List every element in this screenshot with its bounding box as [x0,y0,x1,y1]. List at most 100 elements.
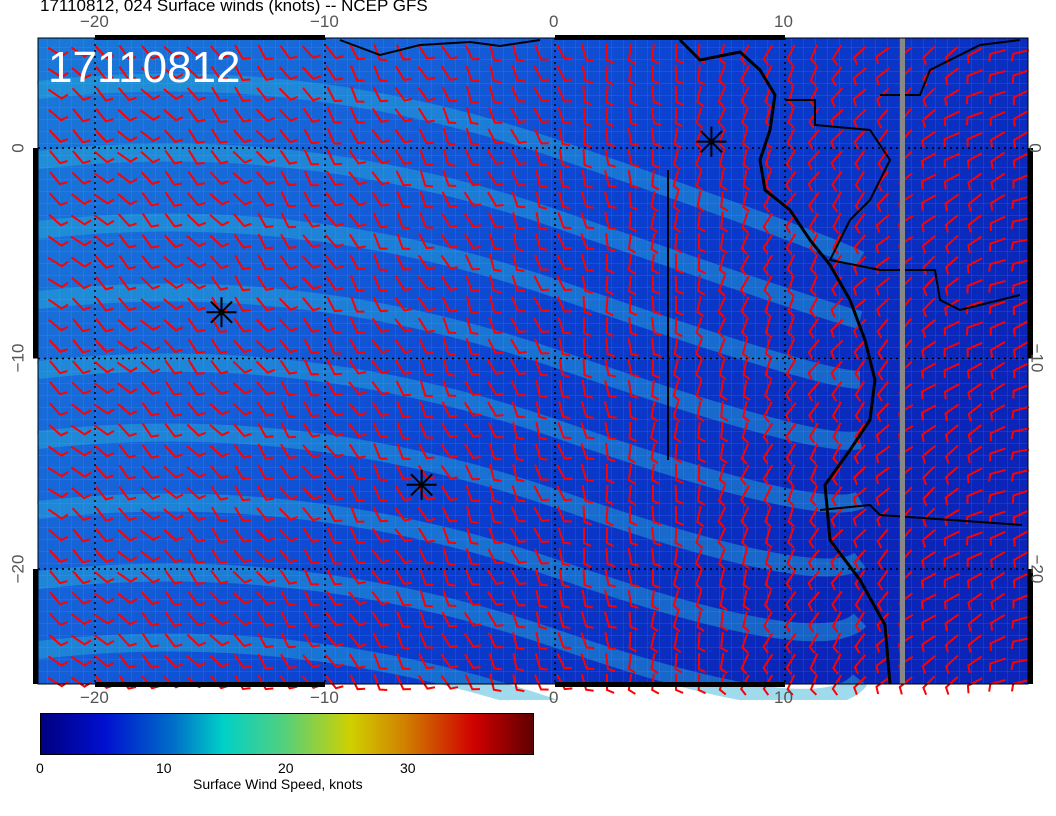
wind-barb [72,318,91,333]
wind-barb [854,422,866,444]
wind-barb [164,212,183,228]
lat-tick: −20 [1027,554,1047,584]
wind-barb [442,338,456,356]
wind-barb [785,590,797,612]
wind-barb [533,338,549,355]
lat-tick: −10 [1027,343,1047,373]
wind-barb [920,173,937,190]
wind-barb [534,443,548,461]
wind-barb [876,297,890,318]
wind-barb [303,338,320,355]
wind-barb [695,527,703,549]
wind-barb [582,505,593,526]
wind-barb [255,360,276,374]
wind-barb [764,317,773,339]
wind-barb [117,507,137,522]
wind-barb [279,129,298,144]
wind-barb [70,445,92,457]
wind-barb [875,256,891,275]
wind-barb [921,340,937,359]
wind-barb [72,549,91,564]
wind-barb [141,632,160,648]
wind-barb [831,65,843,87]
wind-barb [141,443,160,459]
wind-barb [627,379,639,399]
wind-barb [966,69,983,84]
wind-barb [651,568,661,589]
wind-barb [211,317,228,334]
wind-barb [556,674,573,691]
wind-barb [464,254,481,271]
wind-barb [371,191,389,207]
wind-barb [256,611,275,627]
wind-barb [990,592,1006,611]
wind-barb [324,654,344,669]
wind-barb [255,528,276,542]
wind-barb [604,170,617,188]
wind-barb [48,129,69,143]
wind-barb [280,422,297,439]
wind-barb [809,65,819,87]
wind-barb [164,611,182,627]
wind-barb [535,610,547,630]
wind-barb [233,527,252,543]
wind-barb [419,422,434,439]
wind-barb [326,527,342,544]
wind-barb [349,338,366,355]
wind-barb [464,590,481,607]
wind-barb [232,612,253,626]
wind-barb [163,528,184,542]
wind-barb [717,107,727,129]
wind-barb [256,275,274,291]
wind-barb [49,591,68,606]
wind-barb [419,590,433,608]
wind-barb [694,338,703,360]
wind-barb [141,611,160,627]
wind-barb [464,149,480,166]
wind-barb [440,674,459,690]
wind-barb [117,423,137,438]
wind-barb [1012,174,1029,189]
wind-barb [558,169,570,189]
wind-barb [209,634,230,647]
wind-barb [163,549,183,564]
wind-barb [853,339,866,360]
wind-barb [535,190,547,210]
wind-barb [989,425,1006,441]
wind-barb [325,45,344,60]
wind-barb [349,107,365,124]
wind-barb [763,401,773,423]
wind-barb [95,506,114,522]
wind-barb [279,339,298,354]
wind-barb [417,86,436,102]
wind-barb [965,111,983,126]
wind-barb [967,424,982,443]
wind-barb [787,296,795,318]
wind-barb [580,254,594,272]
wind-barb [140,66,161,80]
wind-barb [990,404,1006,421]
wind-barb [48,192,68,207]
wind-barb [674,85,684,106]
wind-barb [674,64,684,85]
wind-barb [741,527,749,549]
wind-barb [510,86,526,103]
wind-barb [464,380,481,397]
wind-barb [279,254,298,270]
wind-barb [990,571,1006,590]
wind-barb [604,421,617,441]
wind-barb [718,149,727,171]
wind-barb [510,170,526,187]
wind-barb [830,129,844,150]
wind-barb [303,569,319,586]
wind-barb [118,485,137,501]
wind-barb [535,169,548,189]
wind-barb [440,65,458,81]
wind-barb [580,233,595,251]
wind-barb [535,379,548,399]
wind-barb [697,673,707,695]
wind-barb [673,421,682,443]
wind-barb [852,487,867,506]
wind-barb [990,172,1006,191]
wind-barb [394,128,413,144]
